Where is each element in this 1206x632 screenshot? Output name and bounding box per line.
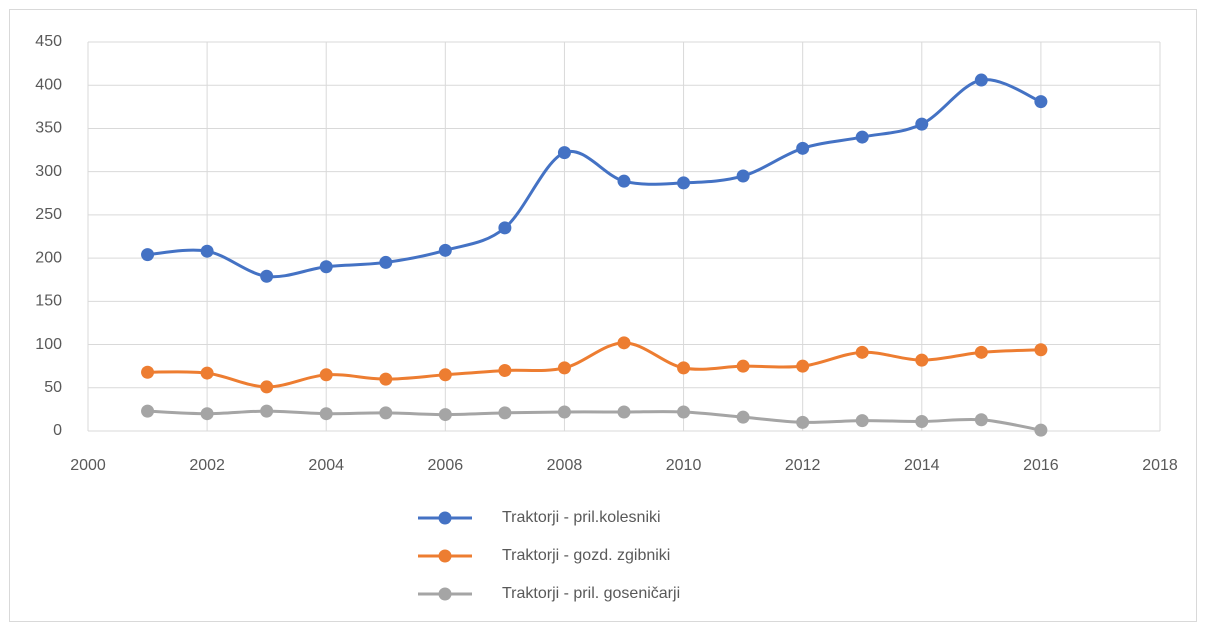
data-point <box>855 414 869 428</box>
data-point <box>141 365 155 379</box>
x-tick-label: 2002 <box>189 457 225 474</box>
legend-marker <box>438 511 452 525</box>
legend-marker <box>438 587 452 601</box>
x-tick-label: 2012 <box>785 457 821 474</box>
y-tick-label: 250 <box>35 206 62 223</box>
data-point <box>915 414 929 428</box>
data-point <box>141 248 155 262</box>
y-tick-label: 0 <box>53 422 62 439</box>
y-tick-label: 200 <box>35 249 62 266</box>
data-point <box>557 146 571 160</box>
y-tick-label: 300 <box>35 163 62 180</box>
legend-label: Traktorji - pril. goseničarji <box>502 585 680 602</box>
data-point <box>736 169 750 183</box>
data-point <box>141 404 155 418</box>
x-tick-label: 2000 <box>70 457 106 474</box>
data-point <box>200 244 214 258</box>
legend-marker <box>438 549 452 563</box>
data-point <box>796 415 810 429</box>
data-point <box>438 408 452 422</box>
x-tick-label: 2016 <box>1023 457 1059 474</box>
data-point <box>319 407 333 421</box>
y-tick-label: 100 <box>35 336 62 353</box>
data-point <box>379 406 393 420</box>
data-point <box>498 363 512 377</box>
legend-label: Traktorji - pril.kolesniki <box>502 509 661 526</box>
y-tick-label: 150 <box>35 293 62 310</box>
data-point <box>557 405 571 419</box>
x-tick-label: 2018 <box>1142 457 1178 474</box>
data-point <box>498 221 512 235</box>
data-point <box>677 361 691 375</box>
series-line <box>146 409 1043 432</box>
data-point <box>974 345 988 359</box>
data-point <box>1034 343 1048 357</box>
x-tick-label: 2006 <box>428 457 464 474</box>
data-point <box>736 359 750 373</box>
data-point <box>796 359 810 373</box>
chart-frame <box>9 9 1197 622</box>
series-line <box>146 78 1043 279</box>
x-tick-label: 2004 <box>308 457 344 474</box>
data-point <box>1034 95 1048 109</box>
data-point <box>1034 423 1048 437</box>
data-point <box>319 260 333 274</box>
y-tick-label: 350 <box>35 120 62 137</box>
data-point <box>557 361 571 375</box>
x-tick-label: 2010 <box>666 457 702 474</box>
data-point <box>260 380 274 394</box>
data-point <box>498 406 512 420</box>
data-point <box>438 368 452 382</box>
data-point <box>438 243 452 257</box>
data-point <box>617 174 631 188</box>
data-point <box>617 336 631 350</box>
series-line <box>146 341 1043 389</box>
y-tick-label: 50 <box>44 379 62 396</box>
data-point <box>319 368 333 382</box>
data-point <box>200 407 214 421</box>
data-point <box>974 413 988 427</box>
data-point <box>796 141 810 155</box>
y-tick-label: 450 <box>35 33 62 50</box>
data-point <box>677 405 691 419</box>
data-point <box>260 404 274 418</box>
y-tick-label: 400 <box>35 76 62 93</box>
data-point <box>915 353 929 367</box>
data-point <box>200 366 214 380</box>
data-point <box>677 176 691 190</box>
data-point <box>617 405 631 419</box>
x-tick-label: 2008 <box>547 457 583 474</box>
x-tick-label: 2014 <box>904 457 940 474</box>
data-point <box>379 255 393 269</box>
data-point <box>974 73 988 87</box>
data-point <box>736 410 750 424</box>
data-point <box>915 117 929 131</box>
data-point <box>855 345 869 359</box>
data-point <box>260 269 274 283</box>
data-point <box>855 130 869 144</box>
legend-label: Traktorji - gozd. zgibniki <box>502 547 670 564</box>
data-point <box>379 372 393 386</box>
